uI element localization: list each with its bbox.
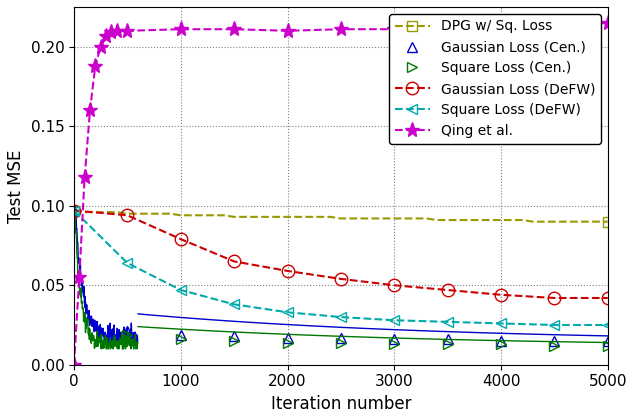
Gaussian Loss (DeFW) — [124, 213, 131, 218]
Qing et al. — [444, 27, 451, 32]
DPG w/ Sq. Loss — [188, 213, 195, 218]
Gaussian Loss (DeFW) — [444, 288, 451, 293]
Square Loss (DeFW) — [604, 323, 612, 328]
Gaussian Loss (Cen.) — [604, 339, 612, 344]
Square Loss (Cen.) — [177, 337, 184, 342]
Qing et al. — [113, 28, 120, 33]
Square Loss (Cen.) — [283, 340, 291, 345]
Gaussian Loss (Cen.) — [497, 339, 505, 344]
Line: Qing et al.: Qing et al. — [67, 15, 616, 373]
Gaussian Loss (Cen.) — [230, 333, 238, 339]
Qing et al. — [124, 28, 131, 33]
Square Loss (DeFW) — [283, 310, 291, 315]
Qing et al. — [550, 24, 558, 29]
Qing et al. — [86, 108, 94, 113]
Line: Gaussian Loss (Cen.): Gaussian Loss (Cen.) — [122, 326, 612, 346]
Gaussian Loss (Cen.) — [444, 337, 451, 342]
Legend: DPG w/ Sq. Loss, Gaussian Loss (Cen.), Square Loss (Cen.), Gaussian Loss (DeFW),: DPG w/ Sq. Loss, Gaussian Loss (Cen.), S… — [389, 14, 601, 144]
Gaussian Loss (DeFW) — [337, 276, 345, 281]
Square Loss (DeFW) — [497, 321, 505, 326]
Qing et al. — [283, 28, 291, 33]
Square Loss (Cen.) — [444, 341, 451, 346]
Qing et al. — [81, 175, 89, 180]
Gaussian Loss (DeFW) — [177, 236, 184, 241]
Y-axis label: Test MSE: Test MSE — [7, 149, 25, 223]
Gaussian Loss (DeFW) — [497, 292, 505, 297]
Gaussian Loss (DeFW) — [283, 268, 291, 273]
Line: Square Loss (Cen.): Square Loss (Cen.) — [122, 330, 612, 351]
Qing et al. — [391, 27, 398, 32]
Square Loss (Cen.) — [550, 343, 558, 348]
DPG w/ Sq. Loss — [604, 219, 612, 224]
Gaussian Loss (Cen.) — [337, 335, 345, 340]
Square Loss (Cen.) — [497, 341, 505, 346]
Gaussian Loss (DeFW) — [550, 295, 558, 300]
Square Loss (Cen.) — [230, 339, 238, 344]
Square Loss (Cen.) — [337, 340, 345, 345]
Square Loss (DeFW) — [124, 260, 131, 265]
Square Loss (Cen.) — [391, 341, 398, 346]
Gaussian Loss (Cen.) — [177, 332, 184, 337]
Line: Gaussian Loss (DeFW): Gaussian Loss (DeFW) — [68, 204, 614, 304]
Square Loss (DeFW) — [550, 323, 558, 328]
Qing et al. — [108, 30, 115, 35]
Qing et al. — [604, 20, 612, 25]
Square Loss (DeFW) — [70, 208, 78, 213]
Qing et al. — [91, 63, 99, 68]
Gaussian Loss (DeFW) — [230, 259, 238, 264]
Qing et al. — [102, 33, 110, 38]
DPG w/ Sq. Loss — [593, 219, 601, 224]
Gaussian Loss (DeFW) — [604, 295, 612, 300]
Qing et al. — [97, 44, 105, 49]
DPG w/ Sq. Loss — [529, 219, 537, 224]
Gaussian Loss (Cen.) — [124, 329, 131, 334]
Square Loss (DeFW) — [391, 318, 398, 323]
Qing et al. — [230, 27, 238, 32]
DPG w/ Sq. Loss — [241, 214, 249, 219]
Square Loss (DeFW) — [337, 315, 345, 320]
Gaussian Loss (DeFW) — [391, 283, 398, 288]
Qing et al. — [177, 27, 184, 32]
Qing et al. — [75, 275, 83, 280]
Gaussian Loss (Cen.) — [391, 337, 398, 342]
Gaussian Loss (Cen.) — [283, 335, 291, 340]
Square Loss (DeFW) — [177, 288, 184, 293]
DPG w/ Sq. Loss — [70, 208, 78, 213]
Gaussian Loss (DeFW) — [70, 208, 78, 213]
X-axis label: Iteration number: Iteration number — [271, 395, 411, 413]
Square Loss (Cen.) — [604, 343, 612, 348]
Line: DPG w/ Sq. Loss: DPG w/ Sq. Loss — [69, 206, 612, 226]
Qing et al. — [337, 27, 345, 32]
Gaussian Loss (Cen.) — [550, 339, 558, 344]
DPG w/ Sq. Loss — [422, 216, 430, 221]
Qing et al. — [497, 25, 505, 30]
Square Loss (Cen.) — [124, 332, 131, 337]
Line: Square Loss (DeFW): Square Loss (DeFW) — [69, 206, 612, 330]
Qing et al. — [70, 362, 78, 368]
Square Loss (DeFW) — [444, 319, 451, 324]
DPG w/ Sq. Loss — [455, 218, 462, 223]
DPG w/ Sq. Loss — [230, 214, 238, 219]
Square Loss (DeFW) — [230, 302, 238, 307]
